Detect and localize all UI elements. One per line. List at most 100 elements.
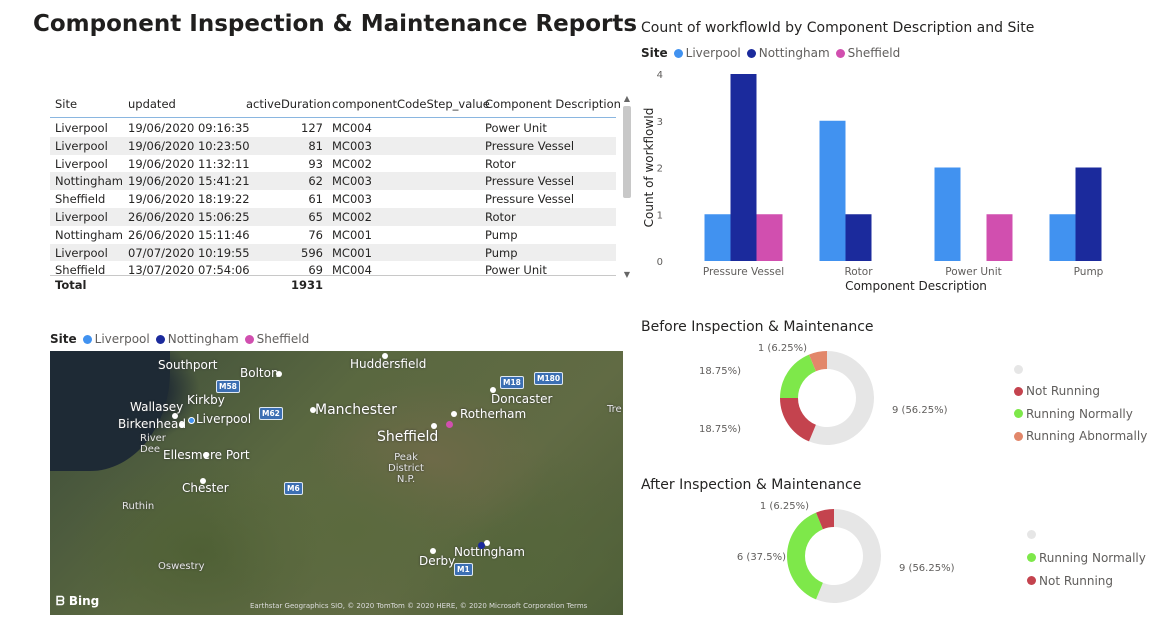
cell-active-duration: 76 xyxy=(308,227,323,242)
cell-updated: 19/06/2020 09:16:35 xyxy=(128,121,250,135)
before-legend-item-running-normally[interactable]: Running Normally xyxy=(1014,403,1147,425)
cell-site: Liverpool xyxy=(55,138,108,153)
donut-slice[interactable] xyxy=(809,351,874,445)
table-row[interactable]: Nottingham 19/06/2020 15:41:21 62 MC003 Pres… xyxy=(50,172,616,191)
map-label: Sheffield xyxy=(377,429,439,445)
bar-liverpool[interactable] xyxy=(819,120,846,261)
map-label: Rotherham xyxy=(460,407,527,421)
map-legend-item-sheffield[interactable]: Sheffield xyxy=(244,332,309,346)
map-site-liverpool[interactable] xyxy=(188,417,195,424)
y-tick-label: 1 xyxy=(657,210,663,221)
map-legend-title: Site xyxy=(50,332,77,346)
road-marker: M18 xyxy=(500,376,524,389)
bar-liverpool[interactable] xyxy=(704,214,731,261)
y-tick-label: 2 xyxy=(657,164,663,175)
col-header-active-duration[interactable]: activeDuration xyxy=(246,97,331,111)
road-marker: M58 xyxy=(216,380,240,393)
col-header-component-description[interactable]: Component Description xyxy=(485,97,621,111)
donut-slice[interactable] xyxy=(809,351,827,372)
donut-slice[interactable] xyxy=(780,398,816,442)
table-row[interactable]: Liverpool 19/06/2020 10:23:50 81 MC003 Press… xyxy=(50,136,616,155)
donut-data-label: 3 (18.75%) xyxy=(700,366,741,377)
map-legend-item-liverpool[interactable]: Liverpool xyxy=(82,332,150,346)
before-legend-item-not-running[interactable]: Not Running xyxy=(1014,380,1147,402)
col-header-component-code[interactable]: componentCodeStep_value xyxy=(332,97,490,111)
legend-dot-icon xyxy=(1014,431,1023,441)
bar-chart-legend: Site Liverpool Nottingham Sheffield xyxy=(641,46,906,60)
city-dot xyxy=(484,540,490,546)
cell-component-description: Rotor xyxy=(485,210,516,224)
table-row[interactable]: Sheffield 13/07/2020 07:54:06 69 MC004 Power… xyxy=(50,261,616,276)
bar-liverpool[interactable] xyxy=(934,167,961,262)
cell-component-code: MC004 xyxy=(332,121,372,135)
cell-component-code: MC004 xyxy=(332,263,372,276)
table-row[interactable]: Nottingham 26/06/2020 15:11:46 76 MC001 Pump xyxy=(50,226,616,244)
cell-site: Sheffield xyxy=(55,192,106,207)
scroll-thumb[interactable] xyxy=(623,106,631,198)
cell-site: Liverpool xyxy=(55,156,108,171)
col-header-site[interactable]: Site xyxy=(55,97,78,111)
map-site-nottingham[interactable] xyxy=(478,542,485,549)
cell-site: Liverpool xyxy=(55,245,108,260)
donut-slice[interactable] xyxy=(816,509,834,530)
table-row[interactable]: Liverpool 19/06/2020 11:32:11 93 MC002 Rotor xyxy=(50,155,616,173)
cell-active-duration: 127 xyxy=(301,121,323,135)
cell-component-code: MC003 xyxy=(332,138,372,153)
map-label: River Dee xyxy=(140,433,166,455)
bar-nottingham[interactable] xyxy=(845,214,872,261)
after-legend-item-running-normally[interactable]: Running Normally xyxy=(1027,546,1146,569)
cell-active-duration: 93 xyxy=(308,156,323,171)
legend-dot-icon xyxy=(1027,530,1036,539)
before-legend-item-blank[interactable] xyxy=(1014,358,1147,380)
site-map[interactable]: Southport Bolton Huddersfield Kirkby Wal… xyxy=(50,351,623,615)
map-label: Birkenhead xyxy=(118,417,186,431)
cell-site: Nottingham xyxy=(55,174,123,189)
table-scrollbar[interactable]: ▲ ▼ xyxy=(622,94,632,280)
donut-slice[interactable] xyxy=(816,509,881,603)
cell-site: Liverpool xyxy=(55,121,108,135)
city-dot xyxy=(179,422,185,428)
after-legend-item-blank[interactable] xyxy=(1027,523,1146,546)
map-legend-item-nottingham[interactable]: Nottingham xyxy=(155,332,239,346)
table-row[interactable]: Liverpool 26/06/2020 15:06:25 65 MC002 Rotor xyxy=(50,208,616,226)
before-donut-chart: 9 (56.25%) 3 (18.75%) 3 (18.75%) 1 (6.25%) xyxy=(700,343,948,445)
map-attribution[interactable]: Earthstar Geographics SIO, © 2020 TomTom… xyxy=(250,602,588,610)
bar-sheffield[interactable] xyxy=(986,214,1013,261)
map-label: Bolton xyxy=(240,366,279,380)
legend-item-sheffield[interactable]: Sheffield xyxy=(835,46,900,60)
legend-item-nottingham[interactable]: Nottingham xyxy=(746,46,830,60)
bar-nottingham[interactable] xyxy=(730,74,757,261)
after-donut-chart: 9 (56.25%) 6 (37.5%) 1 (6.25%) xyxy=(737,501,955,603)
cell-active-duration: 596 xyxy=(301,245,323,260)
x-tick-label: Power Unit xyxy=(945,266,1001,278)
city-dot xyxy=(490,387,496,393)
cell-component-description: Power Unit xyxy=(485,263,547,276)
after-legend-item-not-running[interactable]: Not Running xyxy=(1027,569,1146,592)
bar-sheffield[interactable] xyxy=(756,214,783,261)
donut-slice[interactable] xyxy=(787,512,823,600)
donut-slice[interactable] xyxy=(780,354,816,398)
table-row[interactable]: Sheffield 19/06/2020 18:19:22 61 MC003 Press… xyxy=(50,190,616,208)
before-legend-item-running-abnormally[interactable]: Running Abnormally xyxy=(1014,425,1147,447)
map-label: Kirkby xyxy=(187,393,225,407)
bar-liverpool[interactable] xyxy=(1049,214,1076,261)
col-header-updated[interactable]: updated xyxy=(128,97,176,111)
donut-data-label: 9 (56.25%) xyxy=(892,405,948,416)
map-site-sheffield[interactable] xyxy=(446,421,453,428)
scroll-down-icon[interactable]: ▼ xyxy=(623,270,631,279)
cell-site: Sheffield xyxy=(55,263,106,276)
legend-item-liverpool[interactable]: Liverpool xyxy=(673,46,741,60)
bar-nottingham[interactable] xyxy=(1075,167,1102,262)
table-row[interactable]: Liverpool 07/07/2020 10:19:55 596 MC001 Pump xyxy=(50,243,616,262)
city-dot xyxy=(431,423,437,429)
scroll-up-icon[interactable]: ▲ xyxy=(623,94,631,103)
table-row[interactable]: Liverpool 19/06/2020 09:16:35 127 MC004 Powe… xyxy=(50,119,616,137)
total-value: 1931 xyxy=(290,278,323,292)
city-dot xyxy=(382,353,388,359)
cell-updated: 19/06/2020 11:32:11 xyxy=(128,156,250,171)
cell-component-description: Pressure Vessel xyxy=(485,138,575,153)
cell-active-duration: 61 xyxy=(308,192,323,207)
donut-data-label: 1 (6.25%) xyxy=(758,343,807,354)
city-dot xyxy=(276,371,282,377)
legend-dot-icon xyxy=(1027,576,1036,585)
